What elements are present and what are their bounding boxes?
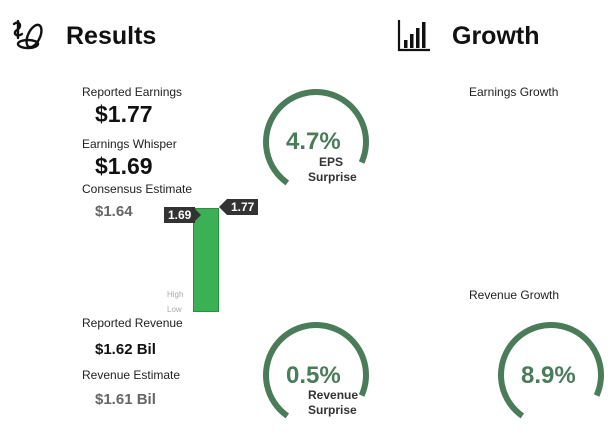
results-title: Results — [66, 22, 157, 50]
consensus-estimate-value: $1.64 — [95, 203, 133, 220]
revenue-growth-value: 8.9% — [521, 362, 576, 389]
eps-caption-line1: EPS — [319, 155, 344, 169]
earnings-whisper-value: $1.69 — [95, 153, 153, 179]
revenue-estimate-label: Revenue Estimate — [82, 368, 181, 382]
whisper-tag: 1.69 — [164, 207, 196, 223]
reported-tag-pointer — [219, 199, 227, 215]
revenue-caption-line2: Surprise — [308, 403, 357, 417]
reported-revenue-label: Reported Revenue — [82, 316, 183, 330]
revenue-surprise-arc — [263, 322, 369, 419]
reported-earnings-value: $1.77 — [95, 101, 153, 127]
low-label: Low — [167, 305, 182, 314]
reported-revenue-value: $1.62 Bil — [95, 341, 156, 358]
revenue-surprise-value: 0.5% — [286, 362, 341, 389]
bar-chart-icon — [397, 20, 430, 52]
consensus-estimate-label: Consensus Estimate — [82, 182, 193, 196]
earnings-whisper-label: Earnings Whisper — [82, 137, 177, 151]
coins-dollar-icon — [12, 20, 43, 50]
revenue-growth-arc — [498, 322, 604, 419]
revenue-estimate-value: $1.61 Bil — [95, 391, 156, 408]
revenue-surprise-gauge — [263, 322, 369, 419]
range-bar — [193, 208, 219, 312]
eps-surprise-gauge — [263, 89, 369, 186]
reported-tag: 1.77 — [227, 199, 259, 215]
eps-caption-line2: Surprise — [308, 170, 357, 184]
growth-title: Growth — [452, 22, 540, 50]
eps-surprise-arc — [263, 89, 369, 186]
eps-surprise-value: 4.7% — [286, 128, 341, 155]
reported-earnings-label: Reported Earnings — [82, 85, 183, 99]
revenue-growth-gauge — [498, 322, 604, 419]
revenue-growth-label: Revenue Growth — [469, 288, 560, 302]
high-label: High — [167, 290, 184, 299]
revenue-caption-line1: Revenue — [308, 388, 359, 402]
whisper-tag-pointer — [193, 207, 201, 223]
earnings-growth-label: Earnings Growth — [469, 85, 559, 99]
